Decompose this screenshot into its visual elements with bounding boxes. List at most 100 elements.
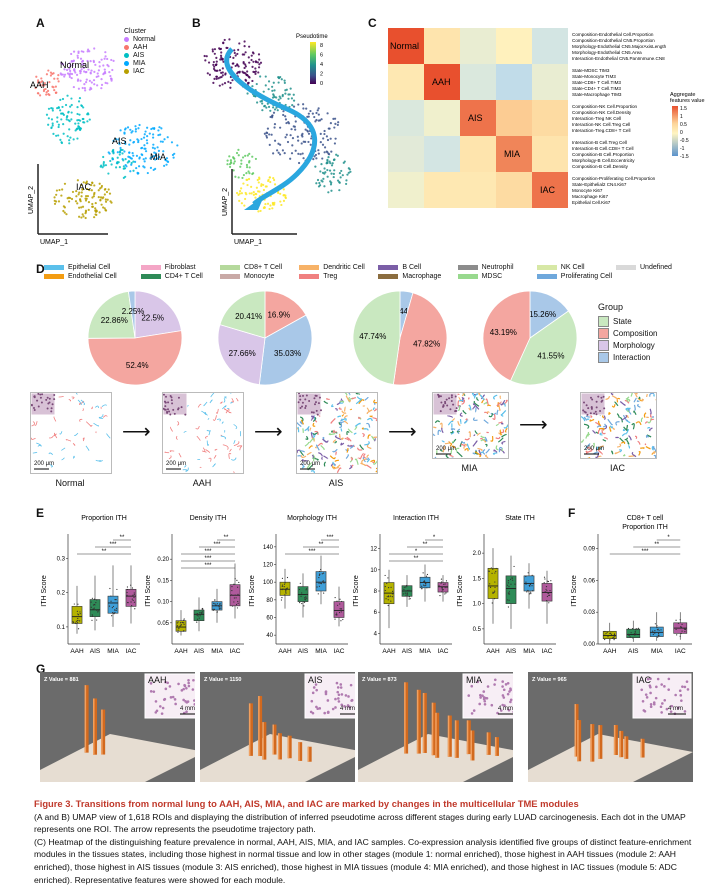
umap-b-point — [223, 38, 226, 42]
boxplot-point — [490, 567, 492, 569]
tissue-stroke — [224, 396, 227, 399]
umap-b-point — [247, 177, 251, 181]
boxplot-point — [301, 602, 303, 605]
umap-b-point — [332, 158, 336, 162]
boxplot-point — [196, 614, 199, 616]
tissue-multiplex-image: 200 μm — [296, 392, 378, 474]
tissue-stroke — [334, 435, 342, 441]
umap-a-point — [106, 63, 109, 67]
group-swatch-icon — [598, 351, 609, 363]
heatmap-feature-label: Composition-Proliferating Cell.Proportio… — [572, 176, 656, 181]
tissue-stroke — [364, 396, 369, 401]
umap-b-point — [261, 109, 264, 112]
significance-label: *** — [326, 535, 334, 541]
umap-b-point — [283, 79, 286, 82]
boxplot-point — [612, 636, 615, 638]
histology-dot — [336, 690, 340, 694]
umap-a-point — [94, 63, 97, 66]
he-nucleus — [164, 405, 167, 408]
umap-a-point — [176, 144, 179, 147]
tissue-stroke — [613, 401, 619, 407]
caption-paragraph-c: (C) Heatmap of the distinguishing featur… — [34, 836, 692, 885]
z-value-bar-highlight — [287, 735, 290, 759]
tissue-stroke — [313, 435, 316, 439]
tissue-stage-label: Normal — [55, 478, 85, 488]
umap-a-point — [87, 200, 91, 204]
umap-a-point — [90, 189, 93, 192]
tissue-stroke — [647, 417, 652, 424]
boxplot-point — [93, 598, 96, 600]
umap-b-point — [245, 178, 248, 181]
umap-b-point — [248, 172, 251, 175]
umap-a-point — [107, 172, 110, 175]
umap-b-point — [252, 193, 255, 196]
umap-a-point — [95, 75, 98, 78]
umap-b-point — [297, 161, 301, 165]
histology-dot — [506, 692, 510, 696]
cell-type-swatch-icon — [299, 265, 320, 270]
tissue-stroke — [595, 431, 599, 434]
tissue-stroke — [619, 401, 626, 406]
boxplot-point — [525, 583, 527, 585]
umap-a-point — [152, 136, 155, 139]
boxplot-point — [391, 596, 393, 598]
umap-b-point — [317, 119, 320, 122]
umap-a-point — [69, 72, 72, 75]
tissue-stroke — [468, 431, 471, 438]
umap-a-point — [106, 82, 109, 85]
histology-dot — [324, 692, 328, 696]
tissue-stroke — [36, 442, 42, 447]
tissue-stroke — [216, 418, 221, 422]
umap-a-point — [129, 170, 132, 173]
tissue-stroke — [620, 441, 626, 445]
z-value-bar — [431, 702, 436, 756]
boxplot-point — [236, 607, 239, 609]
umap-a-point — [90, 81, 93, 84]
boxplot-point — [508, 599, 510, 601]
umap-a-point — [56, 120, 59, 123]
umap-a-point — [51, 109, 54, 112]
umap-a-point — [35, 75, 38, 78]
boxplot-point — [402, 593, 405, 595]
umap-a-point — [79, 79, 82, 82]
boxplot-point — [405, 586, 407, 588]
tissue-stroke — [462, 397, 465, 402]
boxplot-point — [424, 585, 426, 587]
tissue-stroke — [457, 421, 461, 426]
umap-a-point — [155, 154, 158, 157]
umap-b-point — [331, 162, 334, 165]
boxplot-point — [285, 592, 287, 594]
heatmap-feature-label: Composition-NK Cell.Proportion — [572, 104, 638, 109]
tissue-stroke — [309, 438, 315, 444]
tissue-stroke — [448, 442, 453, 447]
umap-a-point — [131, 152, 134, 155]
boxplot-point — [91, 597, 94, 599]
tissue-stroke — [622, 414, 629, 422]
tissue-stroke — [618, 449, 622, 453]
tissue-stroke — [330, 417, 336, 424]
umap-a-point — [47, 93, 50, 96]
tissue-stroke — [644, 421, 648, 424]
umap-a-point — [106, 57, 109, 61]
heatmap-cell — [388, 100, 424, 136]
boxplot-point — [76, 610, 78, 612]
tissue-stroke — [433, 426, 437, 429]
boxplot-category-label: AIS — [628, 648, 639, 655]
tissue-stroke — [626, 439, 630, 445]
he-nucleus — [184, 413, 187, 416]
z-value-bar — [248, 703, 253, 756]
cell-type-legend-item: Dendritic Cell — [299, 264, 365, 271]
z-value-bar — [277, 733, 282, 760]
tissue-stroke — [356, 447, 363, 451]
tissue-stroke — [447, 420, 454, 426]
umap-b-point — [296, 135, 299, 138]
umap-a-point — [109, 159, 112, 163]
z-value-bar — [447, 715, 452, 757]
histology-dot — [185, 686, 188, 690]
boxplot-point — [183, 622, 185, 624]
umap-a-point — [42, 89, 46, 93]
umap-a-point — [67, 110, 70, 113]
pie-slice — [134, 290, 182, 339]
umap-a-point — [103, 68, 106, 71]
he-nucleus — [37, 393, 40, 395]
